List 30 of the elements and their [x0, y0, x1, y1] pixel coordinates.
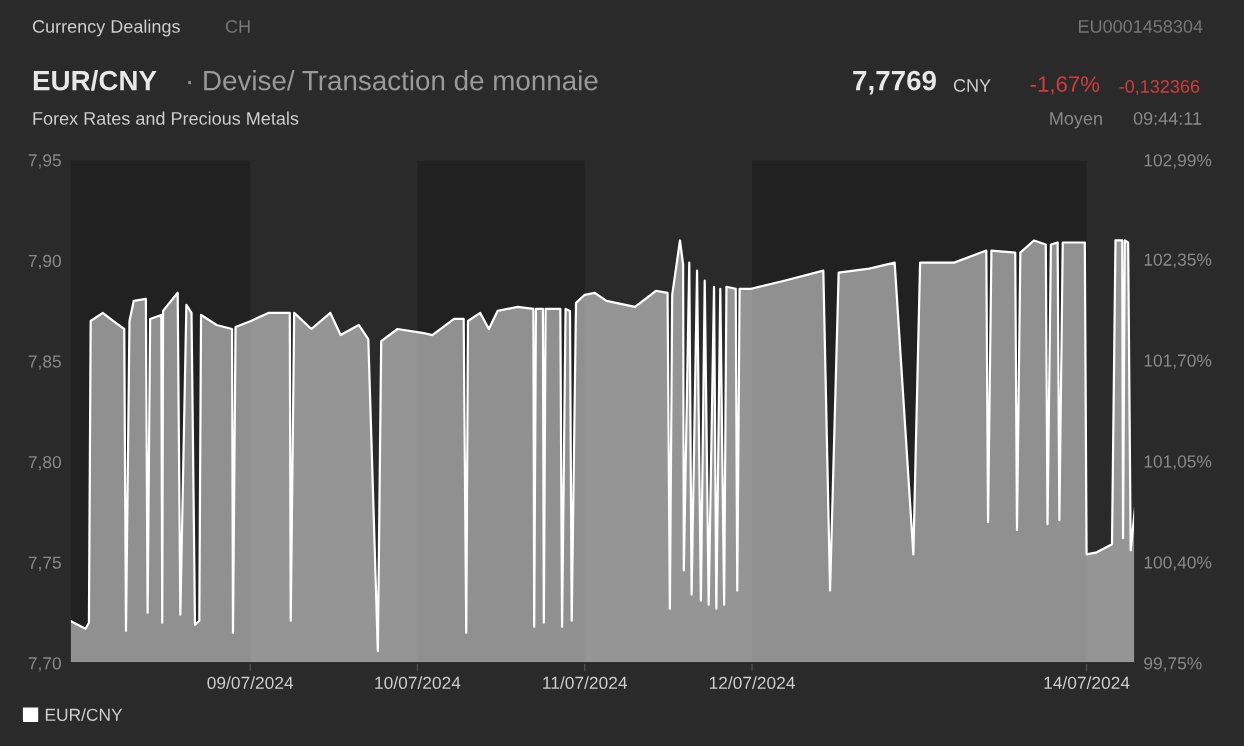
text: -1,67% — [1030, 76, 1100, 95]
text: 09:44:11 — [1133, 112, 1202, 125]
text: Currency Dealings — [32, 19, 180, 37]
text: Moyen — [1050, 112, 1102, 129]
y2-tick-label: 102,99% — [1144, 154, 1212, 169]
x-tick-label: 09/07/2024 — [207, 676, 294, 689]
y2-tick-label: 101,70% — [1144, 354, 1212, 369]
y-tick-label: 7,95 — [28, 154, 61, 169]
x-tick-label: 12/07/2024 — [709, 676, 795, 689]
text: Forex Rates and Precious Metals — [33, 111, 299, 125]
legend-label: EUR/CNY — [45, 708, 123, 721]
x-tick-label: 11/07/2024 — [543, 676, 628, 689]
text: CNY — [953, 79, 991, 92]
x-tick-label: 10/07/2024 — [375, 676, 461, 689]
text: -0,132366 — [1119, 80, 1200, 95]
text: 7,7769 — [853, 70, 936, 95]
y-tick-label: 7,75 — [28, 556, 61, 571]
y-tick-label: 7,90 — [28, 254, 61, 270]
y2-tick-label: 100,40% — [1144, 556, 1212, 571]
x-tick-label: 14/07/2024 — [1044, 676, 1130, 689]
chart-subtitle: · Devise/ Transaction de monnaie — [188, 70, 598, 91]
y2-tick-label: 99,75% — [1144, 657, 1202, 672]
text: EU0001458304 — [1078, 20, 1203, 33]
chart-title: EUR/CNY — [33, 70, 157, 91]
y-tick-label: 7,80 — [28, 455, 61, 471]
text: CH — [225, 20, 250, 33]
y-tick-label: 7,70 — [28, 657, 61, 672]
y2-tick-label: 102,35% — [1144, 253, 1212, 268]
y-tick-label: 7,85 — [28, 355, 61, 370]
y2-tick-label: 101,05% — [1144, 455, 1212, 470]
